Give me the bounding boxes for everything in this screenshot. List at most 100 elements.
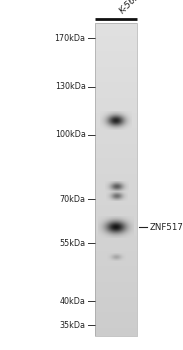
Bar: [95, 213, 137, 214]
Bar: [95, 175, 137, 176]
Text: K-562: K-562: [118, 0, 142, 15]
Bar: [95, 86, 137, 88]
Bar: [95, 281, 137, 282]
Bar: [95, 135, 137, 137]
Bar: [95, 126, 137, 127]
Bar: [95, 31, 137, 32]
Text: 100kDa: 100kDa: [55, 130, 86, 139]
Bar: [95, 241, 137, 242]
Bar: [95, 42, 137, 43]
Bar: [95, 202, 137, 203]
Bar: [95, 118, 137, 119]
Bar: [95, 296, 137, 298]
Bar: [95, 212, 137, 213]
Bar: [95, 295, 137, 296]
Bar: [95, 77, 137, 78]
Bar: [95, 225, 137, 226]
Bar: [95, 59, 137, 60]
Bar: [95, 159, 137, 160]
Bar: [95, 149, 137, 150]
Bar: [95, 294, 137, 295]
Bar: [95, 268, 137, 269]
Bar: [95, 221, 137, 222]
Bar: [95, 156, 137, 158]
Bar: [95, 65, 137, 66]
Bar: [95, 93, 137, 94]
Bar: [95, 45, 137, 46]
Text: 35kDa: 35kDa: [60, 321, 86, 330]
Bar: [95, 167, 137, 168]
Bar: [95, 316, 137, 317]
Bar: [95, 134, 137, 135]
Bar: [95, 234, 137, 235]
Bar: [95, 160, 137, 161]
Bar: [95, 189, 137, 190]
Bar: [95, 79, 137, 80]
Bar: [95, 97, 137, 98]
Bar: [95, 180, 137, 181]
Bar: [95, 127, 137, 128]
Bar: [95, 320, 137, 321]
Bar: [95, 107, 137, 108]
Bar: [95, 208, 137, 209]
Bar: [95, 25, 137, 26]
Bar: [95, 23, 137, 336]
Bar: [95, 70, 137, 71]
Bar: [95, 26, 137, 27]
Bar: [95, 74, 137, 75]
Bar: [95, 102, 137, 103]
Bar: [95, 193, 137, 194]
Bar: [95, 28, 137, 29]
Bar: [95, 240, 137, 241]
Bar: [95, 231, 137, 232]
Bar: [95, 309, 137, 310]
Bar: [95, 173, 137, 174]
Bar: [95, 121, 137, 122]
Bar: [95, 323, 137, 324]
Bar: [95, 170, 137, 171]
Bar: [95, 211, 137, 212]
Bar: [95, 222, 137, 223]
Bar: [95, 91, 137, 92]
Bar: [95, 223, 137, 224]
Bar: [95, 24, 137, 25]
Bar: [95, 300, 137, 301]
Bar: [95, 171, 137, 172]
Bar: [95, 232, 137, 233]
Bar: [95, 215, 137, 216]
Bar: [95, 220, 137, 221]
Bar: [95, 226, 137, 228]
Bar: [95, 133, 137, 134]
Bar: [95, 128, 137, 129]
Bar: [95, 142, 137, 143]
Bar: [95, 186, 137, 187]
Bar: [95, 302, 137, 303]
Bar: [95, 188, 137, 189]
Bar: [95, 182, 137, 183]
Bar: [95, 335, 137, 336]
Bar: [95, 55, 137, 56]
Bar: [95, 190, 137, 191]
Bar: [95, 37, 137, 38]
Bar: [95, 75, 137, 76]
Bar: [95, 115, 137, 116]
Bar: [95, 110, 137, 111]
Bar: [95, 229, 137, 230]
Bar: [95, 161, 137, 162]
Bar: [95, 269, 137, 270]
Bar: [95, 274, 137, 275]
Bar: [95, 81, 137, 82]
Bar: [95, 68, 137, 69]
Bar: [95, 172, 137, 173]
Bar: [95, 100, 137, 101]
Bar: [95, 123, 137, 124]
Bar: [95, 191, 137, 192]
Bar: [95, 263, 137, 264]
Bar: [95, 92, 137, 93]
Bar: [95, 63, 137, 64]
Bar: [95, 64, 137, 65]
Bar: [95, 252, 137, 253]
Bar: [95, 119, 137, 120]
Bar: [95, 236, 137, 237]
Text: 70kDa: 70kDa: [60, 195, 86, 204]
